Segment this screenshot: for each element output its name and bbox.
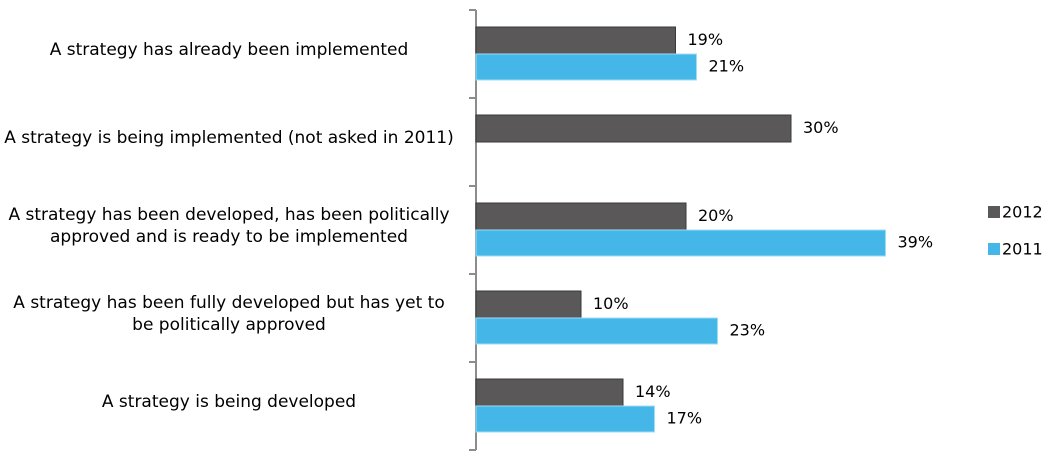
bar: [475, 202, 687, 231]
category-label: A strategy has been developed, has been …: [8, 205, 450, 247]
bar: [475, 26, 676, 55]
category-label: A strategy is being developed: [101, 392, 357, 412]
value-label: 14%: [635, 382, 671, 401]
legend-label: 2012: [1002, 203, 1043, 222]
legend-label: 2011: [1002, 240, 1043, 259]
value-label: 17%: [667, 409, 703, 428]
value-label: 30%: [803, 118, 839, 137]
value-label: 23%: [730, 321, 766, 340]
bar: [475, 53, 697, 81]
category-label: A strategy has already been implemented: [49, 40, 409, 60]
bar: [475, 114, 792, 143]
legend-swatch: [988, 206, 1000, 218]
bar: [475, 405, 655, 433]
value-label: 39%: [898, 233, 934, 252]
category-label: A strategy is being implemented (not ask…: [4, 128, 454, 148]
value-label: 19%: [688, 30, 724, 49]
bar: [475, 290, 582, 319]
category-label: A strategy has been fully developed but …: [13, 293, 445, 335]
value-label: 21%: [709, 57, 745, 76]
value-label: 10%: [593, 294, 629, 313]
value-label: 20%: [698, 206, 734, 225]
bar: [475, 378, 624, 407]
bar: [475, 317, 718, 345]
legend-swatch: [988, 243, 1000, 255]
bar: [475, 229, 886, 257]
